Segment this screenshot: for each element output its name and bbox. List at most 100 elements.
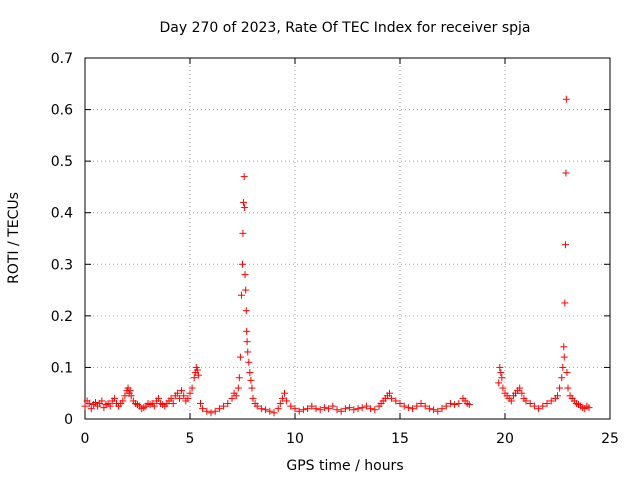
data-point bbox=[430, 406, 438, 414]
data-point bbox=[242, 286, 250, 294]
data-point bbox=[236, 353, 244, 361]
data-point bbox=[203, 407, 211, 415]
data-point bbox=[246, 369, 254, 377]
data-point bbox=[404, 404, 412, 412]
x-tick-label: 15 bbox=[391, 431, 409, 447]
data-point bbox=[561, 299, 569, 307]
data-point bbox=[126, 387, 134, 395]
data-point bbox=[316, 406, 324, 414]
data-point bbox=[518, 389, 526, 397]
data-point bbox=[186, 389, 194, 397]
data-point bbox=[178, 387, 186, 395]
data-point bbox=[585, 404, 593, 412]
data-point bbox=[247, 376, 255, 384]
data-point bbox=[434, 407, 442, 415]
data-point bbox=[388, 394, 396, 402]
data-point bbox=[220, 402, 228, 410]
data-point bbox=[341, 405, 349, 413]
data-point bbox=[98, 397, 106, 405]
data-point bbox=[194, 371, 202, 379]
data-point bbox=[119, 397, 127, 405]
x-axis-label: GPS time / hours bbox=[286, 458, 403, 474]
data-point bbox=[362, 402, 370, 410]
data-point bbox=[276, 400, 284, 408]
data-point bbox=[106, 402, 114, 410]
data-point bbox=[325, 405, 333, 413]
data-point bbox=[446, 400, 454, 408]
data-point bbox=[562, 95, 570, 103]
data-point bbox=[190, 374, 198, 382]
data-point bbox=[150, 402, 158, 410]
data-point bbox=[562, 169, 570, 177]
data-point bbox=[241, 271, 249, 279]
data-point bbox=[239, 260, 246, 268]
data-point bbox=[496, 363, 504, 371]
data-point bbox=[228, 394, 236, 402]
data-point bbox=[207, 409, 215, 417]
data-point bbox=[425, 405, 433, 413]
y-tick-label: 0.1 bbox=[51, 360, 73, 376]
data-point bbox=[253, 402, 261, 410]
data-point bbox=[232, 392, 240, 400]
y-tick-label: 0 bbox=[64, 412, 73, 428]
data-point bbox=[243, 338, 251, 346]
data-point bbox=[224, 400, 232, 408]
data-point bbox=[499, 384, 507, 392]
data-point bbox=[516, 384, 524, 392]
data-point bbox=[371, 406, 379, 414]
data-point bbox=[188, 384, 196, 392]
data-point bbox=[358, 404, 366, 412]
data-point bbox=[543, 400, 551, 408]
data-point bbox=[257, 405, 265, 413]
data-point bbox=[211, 407, 219, 415]
data-point bbox=[535, 405, 543, 413]
data-point bbox=[110, 394, 118, 402]
data-point bbox=[564, 384, 572, 392]
data-point bbox=[526, 400, 534, 408]
data-point bbox=[237, 291, 245, 299]
data-point bbox=[248, 384, 256, 392]
x-tick-label: 0 bbox=[81, 431, 90, 447]
y-tick-label: 0.5 bbox=[51, 154, 73, 170]
data-point bbox=[522, 397, 530, 405]
data-point bbox=[560, 343, 568, 351]
data-point bbox=[92, 398, 99, 406]
chart-title: Day 270 of 2023, Rate Of TEC Index for r… bbox=[159, 20, 530, 36]
data-point bbox=[278, 394, 286, 402]
data-point bbox=[240, 173, 248, 181]
data-point bbox=[242, 307, 250, 315]
data-point bbox=[87, 405, 95, 413]
data-point bbox=[243, 327, 251, 335]
data-point bbox=[547, 397, 555, 405]
plot-frame bbox=[84, 57, 611, 420]
data-point bbox=[400, 402, 408, 410]
data-point bbox=[556, 384, 564, 392]
data-point bbox=[392, 397, 400, 405]
x-tick-label: 5 bbox=[186, 431, 195, 447]
data-point bbox=[167, 394, 175, 402]
x-tick-label: 10 bbox=[286, 431, 304, 447]
data-point bbox=[245, 358, 253, 366]
data-point bbox=[563, 369, 571, 377]
data-point bbox=[396, 400, 404, 408]
data-point bbox=[333, 406, 341, 414]
data-point bbox=[235, 374, 243, 382]
x-tick-label: 20 bbox=[496, 431, 514, 447]
data-point bbox=[346, 404, 354, 412]
data-point bbox=[241, 204, 249, 212]
data-point bbox=[465, 401, 473, 409]
y-tick-label: 0.3 bbox=[51, 257, 73, 273]
data-point bbox=[386, 389, 393, 397]
data-point bbox=[239, 229, 247, 237]
data-point bbox=[417, 400, 425, 408]
data-point bbox=[354, 405, 362, 413]
data-point bbox=[180, 392, 188, 400]
data-point bbox=[249, 394, 257, 402]
y-tick-label: 0.6 bbox=[51, 103, 73, 119]
grid-lines bbox=[85, 58, 610, 419]
data-point bbox=[312, 405, 320, 413]
data-point bbox=[197, 400, 204, 408]
data-point bbox=[287, 402, 295, 410]
data-point bbox=[329, 402, 337, 410]
data-point bbox=[367, 405, 375, 413]
